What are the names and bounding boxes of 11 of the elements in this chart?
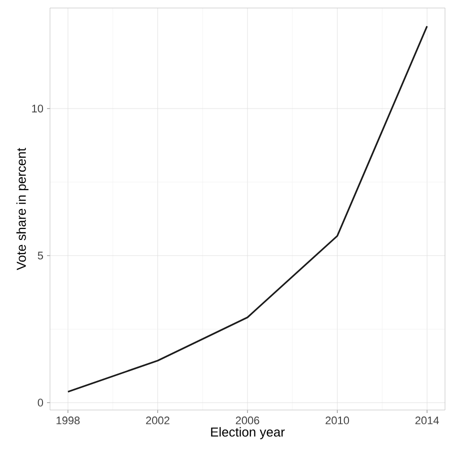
x-tick-label: 2006 [236, 416, 260, 424]
x-tick-label: 2002 [146, 416, 170, 424]
y-tick-label: 10 [32, 104, 44, 112]
y-tick-label: 0 [38, 398, 44, 407]
x-axis-title: Election year [211, 427, 285, 440]
x-tick-label: 2010 [326, 416, 350, 424]
x-tick-label: 1998 [56, 416, 80, 424]
line-series [67, 25, 428, 393]
y-axis-title: Vote share in percent [16, 148, 28, 270]
x-tick-label: 2014 [415, 416, 439, 424]
y-tick-label: 5 [38, 252, 44, 260]
